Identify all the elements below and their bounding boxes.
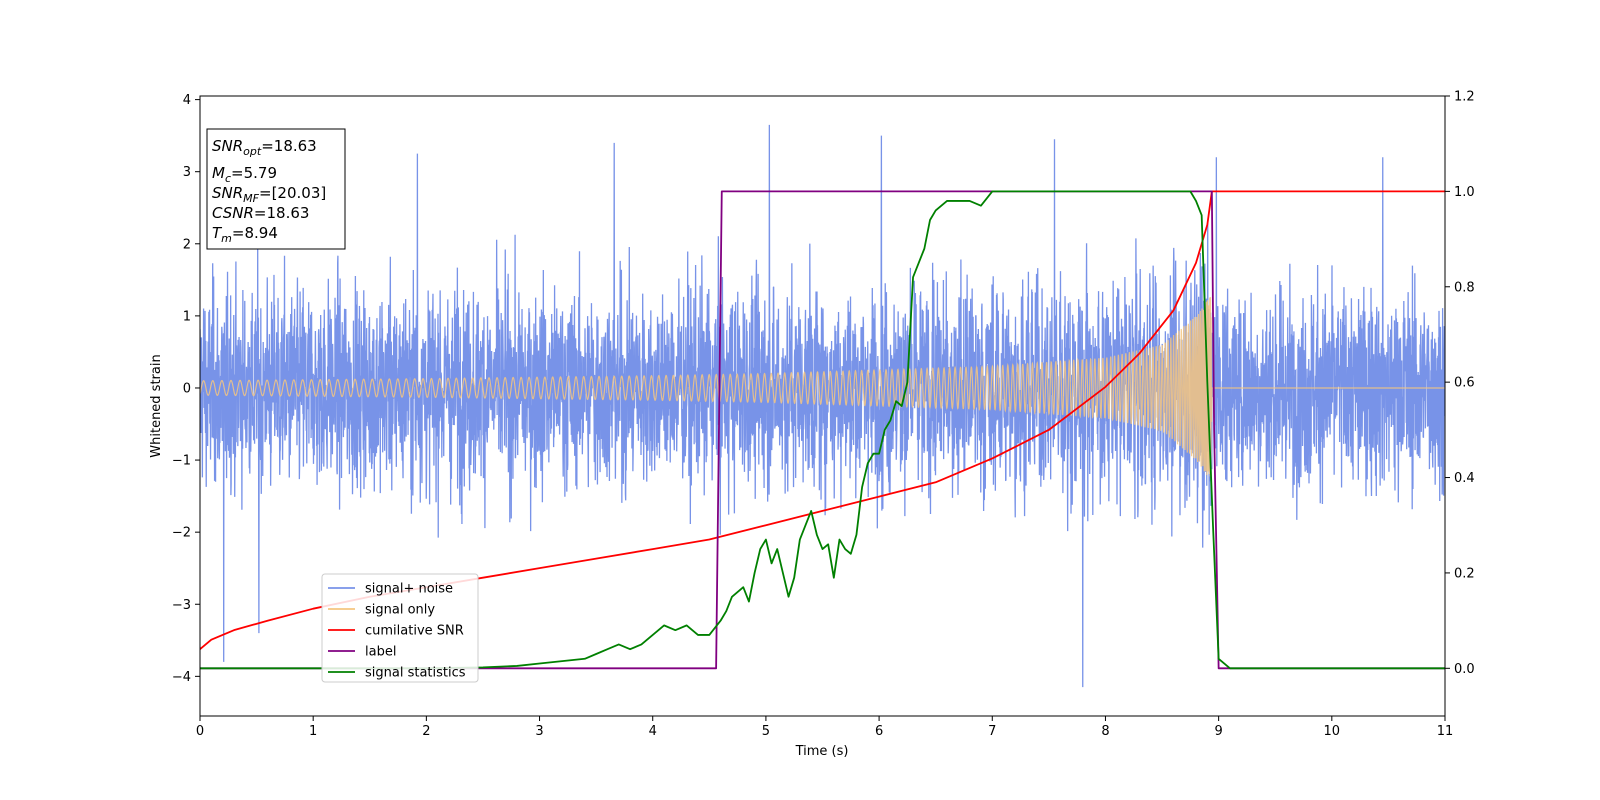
annotation-box: SNRopt=18.63 Mc=5.79 SNRMF=[20.03] CSNR=… xyxy=(206,128,346,250)
x-tick-label: 5 xyxy=(762,724,770,739)
y-right-tick-label: 0.4 xyxy=(1454,471,1475,486)
legend-label: label xyxy=(365,645,396,660)
annotation-snr-mf: SNRMF=[20.03] xyxy=(212,184,326,205)
y-right-tick-label: 0.0 xyxy=(1454,662,1475,677)
legend-label: signal only xyxy=(365,603,435,618)
x-tick-label: 9 xyxy=(1214,724,1222,739)
legend-items: signal+ noise signal only cumilative SNR la… xyxy=(328,582,466,681)
annotation-tm: Tm=8.94 xyxy=(212,224,278,245)
legend: signal+ noise signal only cumilative SNR la… xyxy=(321,573,479,683)
x-tick-label: 7 xyxy=(988,724,996,739)
y-left-tick-label: −1 xyxy=(172,454,191,469)
x-tick-label: 4 xyxy=(649,724,657,739)
legend-label: signal+ noise xyxy=(365,582,453,597)
x-tick-label: 10 xyxy=(1324,724,1341,739)
x-tick-label: 8 xyxy=(1101,724,1109,739)
y-right-tick-label: 0.8 xyxy=(1454,280,1475,295)
series-signal-statistics xyxy=(200,190,1445,670)
y-left-tick-label: 1 xyxy=(183,309,191,324)
y-right-tick-label: 0.2 xyxy=(1454,566,1475,581)
y-left-tick-label: 2 xyxy=(183,237,191,252)
y-axis-label: Whitened strain xyxy=(149,354,164,457)
y-right-tick-label: 0.6 xyxy=(1454,376,1475,391)
x-tick-label: 6 xyxy=(875,724,883,739)
y-right-tick-label: 1.2 xyxy=(1454,90,1475,105)
x-tick-label: 2 xyxy=(422,724,430,739)
y-left-tick-label: −3 xyxy=(172,598,191,613)
y-left-tick-label: −4 xyxy=(172,670,191,685)
annotation-csnr: CSNR=18.63 xyxy=(212,204,309,222)
x-tick-label: 1 xyxy=(309,724,317,739)
ticks-layer: 0 1 2 3 4 5 6 7 8 9 10 11 −4 −3 −2 −1 0 1 2 3 4 0.0 0.2 0.4 0.6 0… xyxy=(172,90,1475,740)
legend-label: signal statistics xyxy=(365,666,466,681)
series-signal-noise xyxy=(200,124,1445,688)
y-right-tick-label: 1.0 xyxy=(1454,185,1475,200)
series-signal-only xyxy=(200,297,1445,477)
annotation-frame xyxy=(206,128,346,250)
annotation-mc: Mc=5.79 xyxy=(212,164,277,185)
annotation-snr-opt: SNRopt=18.63 xyxy=(212,137,317,158)
y-left-tick-label: 3 xyxy=(183,165,191,180)
y-left-tick-label: 0 xyxy=(183,381,191,396)
series-label xyxy=(200,190,1445,670)
legend-label: cumilative SNR xyxy=(365,624,464,639)
x-axis-label: Time (s) xyxy=(795,744,849,759)
x-tick-label: 0 xyxy=(196,724,204,739)
x-tick-label: 3 xyxy=(535,724,543,739)
plot-frame xyxy=(199,95,1446,717)
y-left-tick-label: −2 xyxy=(172,526,191,541)
x-tick-label: 11 xyxy=(1437,724,1454,739)
y-left-tick-label: 4 xyxy=(183,93,191,108)
legend-frame xyxy=(321,573,479,683)
